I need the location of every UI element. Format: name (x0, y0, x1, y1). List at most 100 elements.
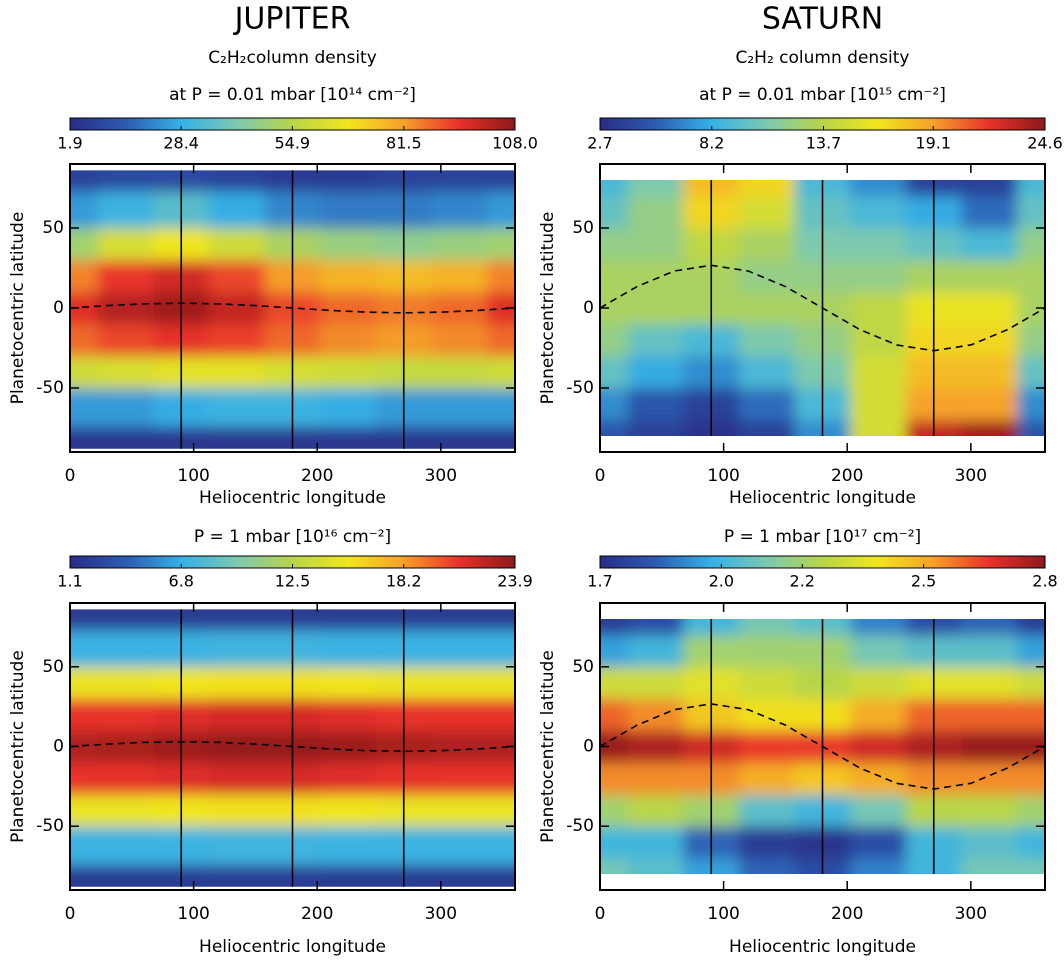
panel: JUPITER C₂H₂column density at P = 0.01 mba… (8, 2, 538, 509)
panel: P = 1 mbar [10¹⁷ cm⁻²] 1.7 2.0 2.2 2.5 2.8 0 10… (538, 527, 1058, 957)
y-tick-label: 50 (572, 218, 594, 238)
x-tick-label: 200 (301, 466, 333, 486)
colorbar (599, 555, 1046, 569)
field-cell (487, 228, 515, 261)
field-cell (600, 762, 629, 795)
x-tick-label: 0 (65, 466, 76, 486)
field-cell (600, 420, 629, 436)
colorbar-tick-label: 2.2 (790, 572, 815, 591)
field-cell (739, 260, 796, 293)
field-cell (97, 228, 154, 261)
field-cell (600, 196, 629, 229)
colorbar-tick-label: 13.7 (806, 134, 842, 153)
colorbar-tick-label: 2.0 (709, 572, 734, 591)
panel-title: SATURN (762, 2, 883, 37)
colorbar-label: C₂H₂column density (208, 48, 377, 68)
colorbar-label: C₂H₂ column density (735, 48, 909, 68)
field-cell (209, 666, 266, 700)
field-cell (600, 794, 629, 827)
field-cell (487, 698, 515, 732)
field-cell (209, 356, 266, 389)
field-cell (70, 426, 99, 449)
field-cell (961, 730, 1018, 763)
field-cell (600, 228, 629, 261)
field-cell (961, 826, 1018, 859)
field-cell (600, 666, 629, 700)
colorbar-tick-label: 23.9 (497, 572, 533, 591)
field-cell (97, 762, 154, 795)
x-tick-label: 100 (707, 904, 739, 924)
field-cell (1017, 698, 1045, 732)
field (600, 180, 1045, 436)
field-cell (487, 426, 515, 449)
y-tick-label: 50 (572, 657, 594, 677)
field-cell (97, 260, 154, 293)
field-cell (739, 180, 796, 197)
x-axis-label: Heliocentric longitude (199, 488, 386, 508)
field-cell (739, 794, 796, 827)
y-tick-label: -50 (566, 378, 594, 398)
x-tick-label: 100 (707, 466, 739, 486)
field-cell (1017, 858, 1045, 875)
field-cell (97, 388, 154, 427)
field-cell (209, 794, 266, 827)
field-cell (961, 388, 1018, 421)
colorbar-tick-label: 108.0 (492, 134, 538, 153)
field-cell (850, 388, 907, 421)
field-cell (739, 826, 796, 859)
field-cell (431, 630, 488, 668)
field-cell (431, 426, 488, 449)
field-cell (320, 666, 377, 700)
field-cell (320, 324, 377, 357)
x-tick-label: 100 (177, 904, 209, 924)
field-cell (431, 864, 488, 887)
field-cell (600, 618, 629, 636)
y-tick-label: -50 (566, 816, 594, 836)
field-cell (850, 180, 907, 197)
x-tick-label: 300 (425, 466, 457, 486)
field-cell (627, 388, 684, 421)
field-cell (209, 698, 266, 732)
x-tick-label: 200 (831, 466, 863, 486)
colorbar-tick-label: 6.8 (169, 572, 194, 591)
y-tick-label: -50 (36, 816, 64, 836)
field-cell (487, 388, 515, 427)
field-cell (97, 170, 154, 192)
field-cell (739, 388, 796, 421)
field-cell (627, 618, 684, 636)
field-cell (600, 260, 629, 293)
x-tick-label: 100 (177, 466, 209, 486)
field-cell (431, 730, 488, 763)
field-cell (209, 292, 266, 325)
field-cell (600, 356, 629, 389)
field-cell (850, 794, 907, 827)
field-cell (320, 826, 377, 865)
field-cell (431, 826, 488, 865)
colorbar-tick-label: 2.7 (587, 134, 612, 153)
field-cell (961, 698, 1018, 732)
field-cell (739, 292, 796, 325)
field-cell (320, 609, 377, 631)
field-cell (209, 730, 266, 763)
field-cell (961, 180, 1018, 197)
field-cell (487, 170, 515, 192)
x-tick-label: 200 (301, 904, 333, 924)
field-cell (850, 196, 907, 229)
field-cell (739, 634, 796, 668)
field-cell (850, 324, 907, 357)
panel-title: JUPITER (233, 2, 351, 37)
colorbar-tick-label: 2.8 (1032, 572, 1057, 591)
field-cell (961, 228, 1018, 261)
field-cell (1017, 260, 1045, 293)
colorbar-tick-label: 19.1 (915, 134, 951, 153)
colorbar-tick-label: 1.9 (57, 134, 82, 153)
field-cell (320, 292, 377, 325)
field-cell (70, 191, 99, 229)
y-tick-label: 50 (42, 657, 64, 677)
field-cell (431, 762, 488, 795)
field-cell (97, 630, 154, 668)
field-cell (1017, 794, 1045, 827)
field-cell (97, 324, 154, 357)
field-cell (739, 698, 796, 732)
y-tick-label: 0 (583, 298, 594, 318)
